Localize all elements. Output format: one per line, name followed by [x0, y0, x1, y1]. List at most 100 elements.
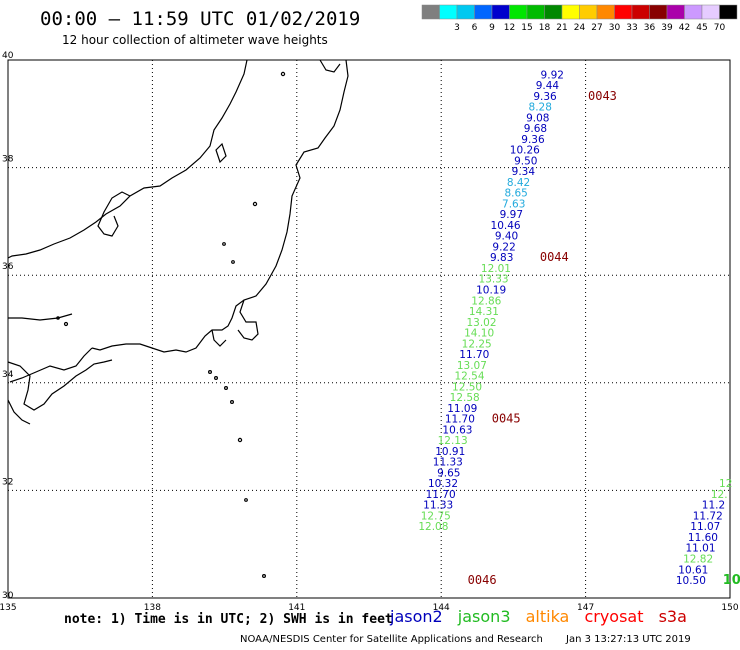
wave-height-value: 10.61 [678, 564, 708, 576]
legend-tick-label: 3 [454, 23, 460, 33]
lat-label: 32 [2, 477, 13, 487]
wave-height-value: 11.33 [423, 500, 453, 512]
wave-height-value: 11.07 [690, 521, 720, 533]
wave-height-value: 11.2 [702, 500, 725, 512]
legend-tick-label: 27 [591, 23, 602, 33]
wave-height-value: 13.33 [479, 274, 509, 286]
satellite-cryosat: cryosat [584, 607, 644, 626]
wave-height-value: 11.09 [447, 403, 477, 415]
legend-tick-label: 45 [696, 23, 707, 33]
legend-tick-label: 33 [626, 23, 637, 33]
satellite-jason2: jason2 [390, 607, 443, 626]
wave-height-value: 12.25 [462, 338, 492, 350]
wave-height-value: 12.75 [421, 510, 451, 522]
legend-tick-label: 21 [556, 23, 567, 33]
legend-swatch [701, 4, 720, 20]
wave-height-value: 12. [711, 489, 728, 501]
footer-credit: NOAA/NESDIS Center for Satellite Applica… [240, 634, 543, 645]
pass-time-label: 0046 [468, 573, 497, 587]
wave-height-value: 9.36 [533, 91, 557, 103]
pass-time-label: 0045 [492, 412, 521, 426]
wave-height-value: 9.44 [536, 80, 560, 92]
pass-time-labels: 0043 0044 0045 0046 [468, 89, 617, 587]
wave-height-value: 13.07 [457, 360, 487, 372]
legend-swatch [719, 4, 738, 20]
graticule [8, 60, 730, 598]
wave-height-value: 11.01 [685, 543, 715, 555]
legend-tick-label: 18 [539, 23, 551, 33]
lon-label: 144 [433, 603, 450, 613]
wave-height-value: 11.70 [459, 349, 489, 361]
wave-height-value: 9.97 [500, 209, 523, 221]
wave-height-value: 12 [719, 478, 732, 490]
wave-height-value: 14.31 [469, 306, 499, 318]
legend-tick-label: 9 [489, 23, 495, 33]
wave-height-value: 11.72 [693, 510, 723, 522]
wave-height-value: 13.02 [466, 317, 496, 329]
wave-height-value: 9.22 [492, 241, 515, 253]
legend-swatch [561, 4, 580, 20]
longitude-labels: 135 138 141 144 147 150 [0, 603, 739, 613]
wave-height-value: 10.46 [491, 220, 521, 232]
wave-height-value: 9.65 [437, 467, 460, 479]
lat-label: 34 [2, 370, 14, 380]
wave-height-value: 9.92 [541, 69, 564, 81]
wave-height-values: 9.929.449.368.289.089.689.3610.269.509.3… [418, 69, 740, 588]
footer: NOAA/NESDIS Center for Satellite Applica… [240, 634, 711, 645]
legend-swatch [439, 4, 458, 20]
wave-height-value: 12.08 [418, 521, 448, 533]
wave-height-value: 12.13 [438, 435, 468, 447]
edge-wave-value: 10 [723, 573, 740, 588]
wave-height-value: 9.50 [514, 155, 537, 167]
pass-time-label: 0044 [540, 250, 569, 264]
legend-swatch [474, 4, 493, 20]
wave-height-value: 10.32 [428, 478, 458, 490]
legend-tick-label: 6 [472, 23, 478, 33]
wave-height-value: 8.42 [507, 177, 530, 189]
wave-height-value: 8.65 [504, 188, 527, 200]
satellite-altika: altika [525, 607, 570, 626]
wave-height-value: 12.86 [471, 295, 501, 307]
wave-height-value: 10.63 [442, 424, 472, 436]
wave-height-value: 9.40 [495, 231, 518, 243]
legend-swatch [526, 4, 545, 20]
legend-swatch [421, 4, 440, 20]
coastline [7, 59, 349, 578]
lon-label: 147 [577, 603, 594, 613]
latitude-labels: 30 32 34 36 38 40 [2, 51, 14, 601]
wave-height-value: 12.54 [454, 371, 484, 383]
pass-time-label: 0043 [588, 89, 617, 103]
map-title: 00:00 – 11:59 UTC 01/02/2019 [40, 8, 361, 30]
satellite-legend: jason2 jason3 altika cryosat s3a [390, 607, 697, 626]
legend-swatch [684, 4, 703, 20]
legend-swatch [614, 4, 633, 20]
lat-label: 36 [2, 262, 14, 272]
legend-swatch [544, 4, 563, 20]
legend-tick-label: 36 [644, 23, 656, 33]
legend-swatch [649, 4, 668, 20]
units-note: note: 1) Time is in UTC; 2) SWH is in fe… [64, 612, 393, 627]
lon-label: 138 [144, 603, 161, 613]
legend-swatch [631, 4, 650, 20]
wave-height-value: 11.70 [445, 414, 475, 426]
legend-swatch [596, 4, 615, 20]
wave-height-value: 12.58 [450, 392, 480, 404]
legend-swatch [509, 4, 528, 20]
wave-height-value: 10.26 [510, 145, 540, 157]
legend-tick-label: 24 [574, 23, 586, 33]
footer-timestamp: Jan 3 13:27:13 UTC 2019 [566, 634, 691, 645]
wave-height-value: 9.08 [526, 112, 549, 124]
wave-height-value: 7.63 [502, 198, 525, 210]
wave-height-value: 12.82 [683, 553, 713, 565]
legend-tick-label: 70 [714, 23, 726, 33]
wave-height-value: 9.83 [490, 252, 513, 264]
legend-tick-label: 30 [609, 23, 621, 33]
wave-height-value: 14.10 [464, 328, 494, 340]
lat-label: 30 [2, 591, 14, 601]
legend-swatch [579, 4, 598, 20]
wave-height-value: 9.36 [521, 134, 545, 146]
wave-height-value: 9.34 [512, 166, 536, 178]
legend-tick-label: 15 [521, 23, 532, 33]
